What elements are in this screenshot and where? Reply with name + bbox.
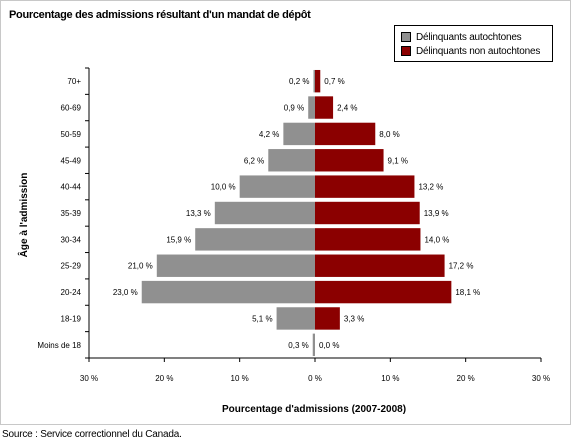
- legend-label-non-autochtones: Délinquants non autochtones: [416, 45, 541, 57]
- category-label: 60-69: [61, 104, 82, 113]
- bar-autochtones: [268, 149, 315, 172]
- x-tick-label: 10 %: [381, 374, 399, 383]
- category-label: 35-39: [61, 209, 82, 218]
- data-label-autochtones: 0,2 %: [289, 77, 309, 86]
- bar-non-autochtones: [315, 280, 452, 304]
- bar-autochtones: [239, 175, 315, 198]
- bar-non-autochtones: [315, 228, 421, 251]
- data-label-non-autochtones: 8,0 %: [379, 130, 399, 139]
- bar-autochtones: [308, 96, 315, 119]
- legend-swatch-autochtones: [401, 32, 411, 42]
- bar-non-autochtones: [315, 254, 445, 277]
- bar-autochtones: [276, 307, 315, 330]
- legend-item-non-autochtones: Délinquants non autochtones: [401, 45, 540, 57]
- data-label-autochtones: 21,0 %: [128, 262, 153, 271]
- bar-non-autochtones: [315, 175, 415, 198]
- bar-non-autochtones: [315, 201, 420, 225]
- x-tick-label: 10 %: [231, 374, 249, 383]
- y-axis-title: Âge à l'admission: [17, 173, 30, 258]
- data-label-autochtones: 15,9 %: [166, 235, 191, 244]
- legend-label-autochtones: Délinquants autochtones: [416, 31, 522, 43]
- bar-autochtones: [283, 122, 315, 146]
- x-tick-label: 0 %: [308, 374, 322, 383]
- data-label-non-autochtones: 3,3 %: [344, 314, 364, 323]
- bar-autochtones: [156, 254, 315, 277]
- bar-autochtones: [195, 228, 315, 251]
- bar-non-autochtones: [315, 122, 376, 146]
- data-label-autochtones: 0,9 %: [284, 104, 304, 113]
- data-label-non-autochtones: 17,2 %: [449, 262, 474, 271]
- chart-frame: Pourcentage des admissions résultant d'u…: [0, 0, 571, 425]
- bar-non-autochtones: [315, 149, 384, 172]
- x-tick-label: 30 %: [532, 374, 550, 383]
- legend-item-autochtones: Délinquants autochtones: [401, 31, 522, 43]
- data-label-autochtones: 0,3 %: [288, 341, 308, 350]
- data-label-autochtones: 23,0 %: [113, 288, 138, 297]
- category-label: 30-34: [61, 235, 82, 244]
- chart-plot: 0,2 % 0,7 % 70+ 0,9 % 2,4 % 60-69 4,2 % 8,0 % 50…: [17, 67, 550, 415]
- data-label-non-autochtones: 9,1 %: [388, 156, 408, 165]
- data-label-autochtones: 6,2 %: [244, 156, 264, 165]
- category-label: 25-29: [61, 262, 82, 271]
- chart-title: Pourcentage des admissions résultant d'u…: [9, 9, 311, 21]
- category-label: 70+: [67, 77, 81, 86]
- category-label: 40-44: [61, 183, 82, 192]
- bar-autochtones: [214, 201, 315, 225]
- bar-autochtones: [312, 333, 315, 357]
- legend: Délinquants autochtones Délinquants non …: [394, 25, 553, 62]
- data-label-non-autochtones: 14,0 %: [424, 235, 449, 244]
- data-label-autochtones: 4,2 %: [259, 130, 279, 139]
- bar-autochtones: [141, 280, 315, 304]
- legend-swatch-non-autochtones: [401, 46, 411, 56]
- category-label: 18-19: [61, 314, 82, 323]
- data-label-non-autochtones: 0,0 %: [319, 341, 339, 350]
- data-label-non-autochtones: 2,4 %: [337, 104, 357, 113]
- x-tick-label: 20 %: [155, 374, 173, 383]
- category-label: 50-59: [61, 130, 82, 139]
- bar-non-autochtones: [315, 307, 340, 330]
- data-label-non-autochtones: 18,1 %: [455, 288, 480, 297]
- bar-non-autochtones: [315, 96, 334, 119]
- x-tick-label: 20 %: [457, 374, 475, 383]
- data-label-non-autochtones: 0,7 %: [324, 77, 344, 86]
- data-label-autochtones: 5,1 %: [252, 314, 272, 323]
- category-label: 45-49: [61, 156, 82, 165]
- x-axis-title: Pourcentage d'admissions (2007-2008): [222, 404, 406, 415]
- data-label-autochtones: 13,3 %: [186, 209, 211, 218]
- data-label-non-autochtones: 13,2 %: [418, 183, 443, 192]
- data-label-non-autochtones: 13,9 %: [424, 209, 449, 218]
- data-label-autochtones: 10,0 %: [211, 183, 236, 192]
- category-label: Moins de 18: [37, 341, 81, 350]
- x-tick-label: 30 %: [80, 374, 98, 383]
- category-label: 20-24: [61, 288, 82, 297]
- source-note: Source : Service correctionnel du Canada…: [2, 429, 182, 440]
- bar-non-autochtones: [315, 69, 321, 93]
- bar-autochtones: [313, 69, 315, 93]
